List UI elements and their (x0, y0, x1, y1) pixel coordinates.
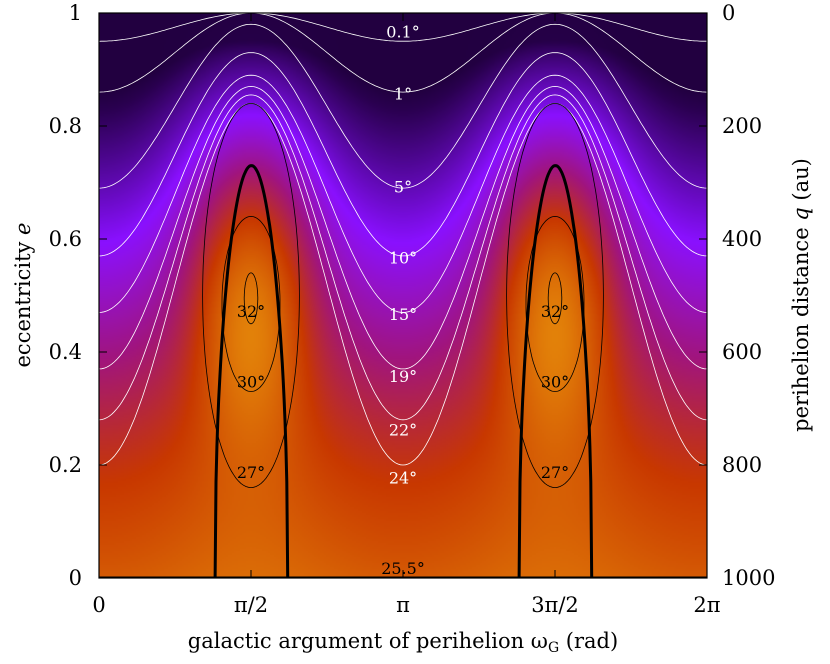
contour-label: 15° (389, 305, 417, 324)
y2-tick-label: 1000 (722, 566, 775, 590)
heatmap-plot-area: 0.1° 1° 5° 10° 15° 19° 22° 24° 25.5° 32° 30° 27° 32°… (99, 13, 707, 578)
y-tick-label: 0.2 (49, 453, 82, 477)
contour-label: 27° (237, 463, 265, 482)
contour-label: 22° (389, 421, 417, 440)
white-contour-line (99, 94, 707, 421)
y2-tick-label: 200 (722, 114, 762, 138)
x-tick-label: 2π (693, 593, 720, 617)
contour-label: 19° (389, 367, 417, 386)
y2-tick-label: 0 (722, 1, 735, 25)
x-tick-label: π/2 (234, 593, 268, 617)
contour-label: 1° (394, 84, 412, 103)
boundary-contour-arch (213, 164, 290, 578)
y-axis-title-variable: e (11, 223, 35, 235)
contour-label: 32° (237, 302, 265, 321)
black-contour-loop (506, 102, 604, 489)
y-axis-title: eccentricity e (11, 223, 35, 368)
boundary-contour-group (99, 164, 707, 578)
x-tick-label: 3π/2 (531, 593, 579, 617)
black-contour-loop (221, 215, 281, 393)
contour-label: 27° (541, 463, 569, 482)
white-contour-line (99, 13, 707, 42)
y2-axis-title-unit: (au) (789, 158, 813, 207)
y-tick-label: 0.4 (49, 340, 82, 364)
white-contour-line (99, 52, 707, 257)
y-axis-left: 0 0.2 0.4 0.6 0.8 1 (49, 1, 107, 590)
contour-label: 10° (389, 248, 417, 267)
contour-label: 32° (541, 302, 569, 321)
contour-label: 30° (237, 373, 265, 392)
y-tick-label: 0.6 (49, 227, 82, 251)
contour-label: 25.5° (381, 559, 425, 578)
contour-label: 5° (394, 178, 412, 197)
black-contour-loop (202, 102, 300, 489)
y2-axis-title: perihelion distance q (au) (789, 158, 813, 432)
heatmap-colormap (99, 13, 707, 578)
y-tick-label: 1 (69, 1, 82, 25)
x-axis: 0 π/2 π 3π/2 2π (92, 13, 721, 617)
black-contour-loop (547, 272, 563, 325)
y2-axis-title-variable: q (789, 207, 813, 220)
black-contour-loop (525, 215, 585, 393)
contour-label-group: 0.1° 1° 5° 10° 15° 19° 22° 24° 25.5° 32° 30° 27° 32°… (237, 22, 569, 578)
x-axis-title-subscript: G (548, 640, 559, 656)
y-axis-right: 0 200 400 600 800 1000 (699, 1, 775, 590)
contour-label: 30° (541, 373, 569, 392)
x-tick-label: 0 (92, 593, 105, 617)
white-contour-line (99, 23, 707, 189)
y-tick-label: 0 (69, 566, 82, 590)
x-axis-title: galactic argument of perihelion ωG (rad) (188, 629, 618, 656)
white-contour-line (99, 74, 707, 313)
white-contour-line (99, 13, 707, 93)
white-contour-line (99, 102, 707, 466)
x-axis-title-unit: (rad) (559, 629, 618, 653)
black-contour-loop (243, 272, 259, 325)
black-contour-group (202, 102, 604, 489)
y2-tick-label: 600 (722, 340, 762, 364)
y2-tick-label: 400 (722, 227, 762, 251)
boundary-contour-arch (517, 164, 594, 578)
contour-label: 24° (389, 469, 417, 488)
x-tick-label: π (396, 593, 410, 617)
y-tick-label: 0.8 (49, 114, 82, 138)
contour-label: 0.1° (386, 22, 419, 41)
white-contour-line (99, 86, 707, 370)
white-contour-group (99, 13, 707, 466)
y2-tick-label: 800 (722, 453, 762, 477)
